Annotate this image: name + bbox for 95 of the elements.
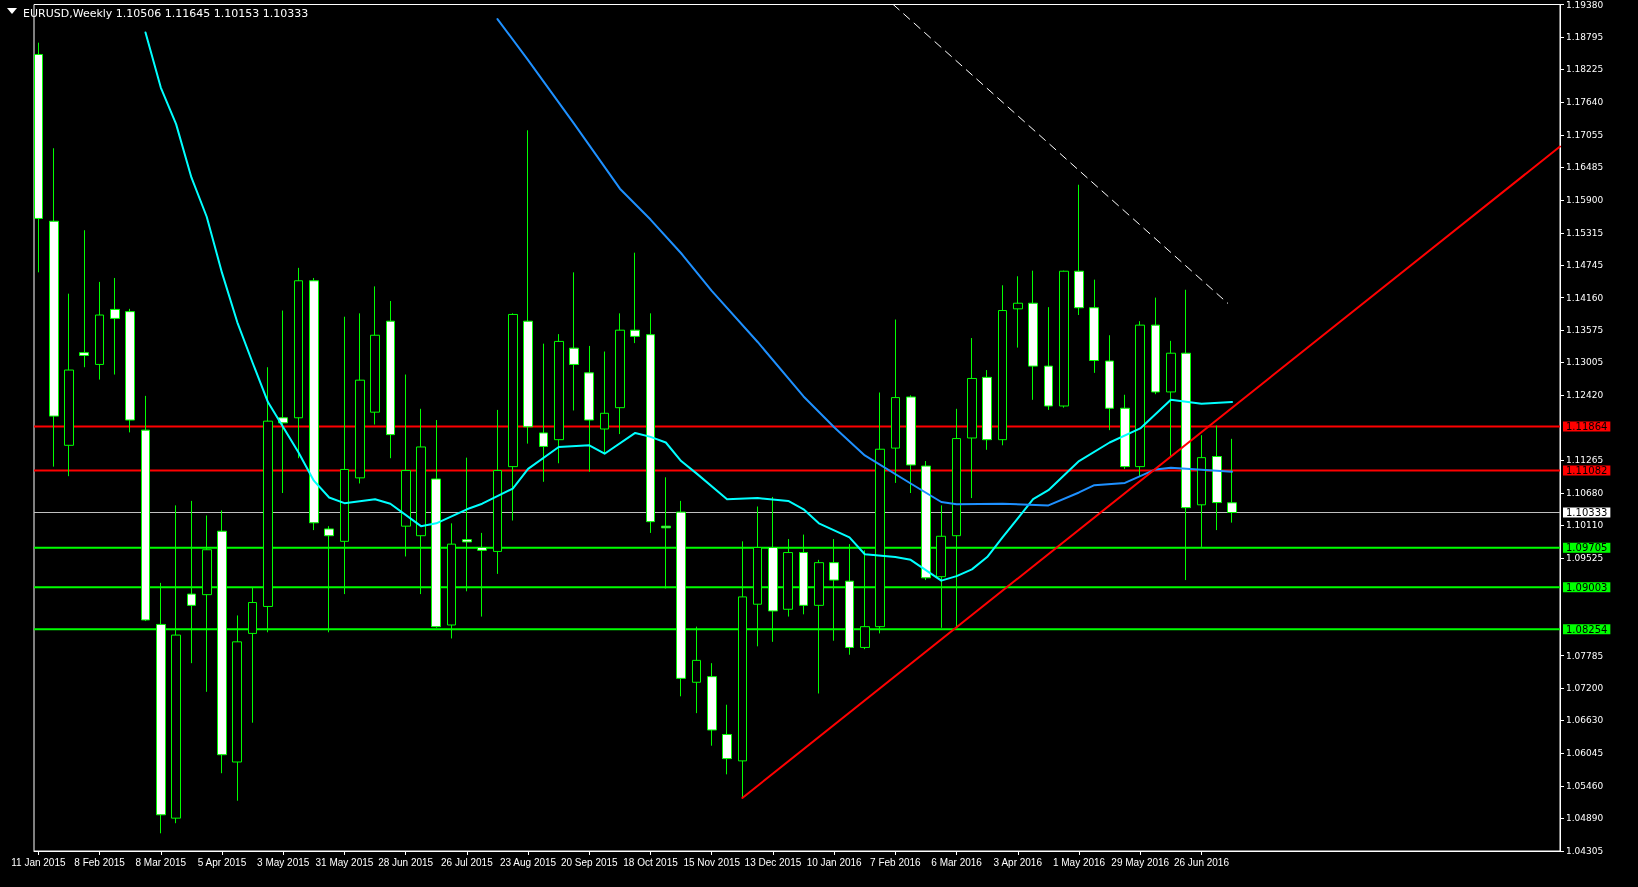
candlestick xyxy=(1074,184,1084,316)
y-tick-label: 1.15315 xyxy=(1566,227,1604,238)
candlestick xyxy=(49,147,59,468)
y-tick-label: 1.13575 xyxy=(1566,325,1604,336)
candlestick xyxy=(906,394,916,494)
y-tick-label: 1.16485 xyxy=(1566,162,1604,173)
x-tick-label: 8 Feb 2015 xyxy=(74,856,126,868)
y-tick-label: 1.17055 xyxy=(1566,130,1604,141)
ref-line-label: 1.10333 xyxy=(1566,507,1608,519)
x-tick-label: 10 Jan 2016 xyxy=(806,856,863,868)
x-tick-label: 26 Jul 2015 xyxy=(441,856,494,868)
ref-line-label: 1.09003 xyxy=(1566,581,1608,593)
candlestick xyxy=(967,337,977,499)
candlestick xyxy=(1089,279,1099,374)
candlestick xyxy=(370,285,380,426)
candlestick xyxy=(1059,270,1069,409)
x-tick-label: 3 Apr 2016 xyxy=(993,856,1043,868)
candlestick xyxy=(982,369,992,451)
x-tick-label: 7 Feb 2016 xyxy=(870,856,922,868)
y-tick-label: 1.10680 xyxy=(1566,488,1604,499)
y-tick-label: 1.06045 xyxy=(1566,748,1604,759)
y-tick-label: 1.14745 xyxy=(1566,259,1604,270)
candlestick xyxy=(523,129,533,445)
ref-line-label: 1.09705 xyxy=(1566,542,1608,554)
candlestick xyxy=(554,333,564,464)
x-tick-label: 6 Mar 2016 xyxy=(931,856,983,868)
candlestick xyxy=(508,312,518,522)
y-tick-label: 1.12420 xyxy=(1566,390,1604,401)
x-tick-label: 8 Mar 2015 xyxy=(135,856,187,868)
x-tick-label: 3 May 2015 xyxy=(257,856,310,868)
candlestick xyxy=(1105,334,1114,431)
candlestick xyxy=(539,343,548,483)
candlestick xyxy=(646,312,655,534)
candlestick xyxy=(309,277,319,531)
line-series xyxy=(496,18,1234,507)
y-tick-label: 1.09525 xyxy=(1566,552,1604,563)
x-tick-label: 13 Dec 2015 xyxy=(744,856,802,868)
candlestick xyxy=(707,662,717,747)
y-tick-label: 1.11265 xyxy=(1566,455,1604,466)
y-tick-label: 1.13005 xyxy=(1566,357,1604,368)
candlestick xyxy=(1044,306,1053,411)
candlestick xyxy=(1028,270,1038,401)
y-tick-label: 1.05460 xyxy=(1566,781,1604,792)
candlestick xyxy=(95,281,104,381)
candlestick xyxy=(64,293,74,477)
ref-line-label: 1.11082 xyxy=(1566,464,1608,476)
candlestick xyxy=(630,252,640,344)
ref-line-label: 1.11864 xyxy=(1566,421,1608,433)
y-tick-label: 1.17640 xyxy=(1566,97,1604,108)
x-tick-label: 5 Apr 2015 xyxy=(197,856,247,868)
candlestick xyxy=(386,300,395,459)
candlestick xyxy=(584,345,594,473)
ref-line-label: 1.08254 xyxy=(1566,623,1608,635)
candlestick xyxy=(294,267,303,459)
candlestick xyxy=(125,308,135,433)
candlestick xyxy=(722,704,732,775)
candlestick xyxy=(1013,275,1023,349)
x-tick-label: 29 May 2016 xyxy=(1111,856,1170,868)
y-tick-label: 1.07785 xyxy=(1566,650,1604,661)
candlestick xyxy=(1151,297,1160,395)
y-tick-label: 1.14160 xyxy=(1566,292,1604,303)
line-series xyxy=(144,31,1234,582)
x-tick-label: 11 Jan 2015 xyxy=(11,856,66,868)
x-tick-label: 23 Aug 2015 xyxy=(500,856,557,868)
candlestick xyxy=(1120,394,1130,470)
y-tick-label: 1.06630 xyxy=(1566,715,1604,726)
y-tick-label: 1.04890 xyxy=(1566,813,1604,824)
candlestick xyxy=(1212,425,1222,531)
candlestick xyxy=(278,310,288,494)
x-tick-label: 1 May 2016 xyxy=(1052,856,1106,868)
chart-title: EURUSD,Weekly 1.10506 1.11645 1.10153 1.10333 xyxy=(23,7,309,20)
candlestick xyxy=(1166,340,1176,459)
x-tick-label: 20 Sep 2015 xyxy=(560,856,619,868)
y-tick-label: 1.18225 xyxy=(1566,64,1604,75)
candlestick xyxy=(891,319,900,484)
y-tick-label: 1.18795 xyxy=(1566,32,1604,43)
y-tick-label: 1.10110 xyxy=(1566,520,1604,531)
candlestick xyxy=(355,312,365,484)
candlestick xyxy=(569,271,579,411)
candlestick xyxy=(600,351,609,455)
y-tick-label: 1.04305 xyxy=(1566,846,1604,856)
y-tick-label: 1.07200 xyxy=(1566,683,1604,694)
candlestick xyxy=(1135,320,1145,477)
candlestick xyxy=(1227,438,1237,524)
candlestick xyxy=(615,312,625,435)
x-tick-label: 31 May 2015 xyxy=(315,856,374,868)
y-tick-label: 1.19380 xyxy=(1566,0,1604,10)
x-tick-label: 26 Jun 2016 xyxy=(1173,856,1230,868)
x-tick-label: 28 Jun 2015 xyxy=(378,856,434,868)
x-tick-label: 18 Oct 2015 xyxy=(623,856,679,868)
candlestick xyxy=(998,284,1007,446)
candlestick xyxy=(79,229,89,368)
candlestick xyxy=(110,277,120,376)
x-tick-label: 15 Nov 2015 xyxy=(683,856,741,868)
y-tick-label: 1.15900 xyxy=(1566,194,1604,205)
